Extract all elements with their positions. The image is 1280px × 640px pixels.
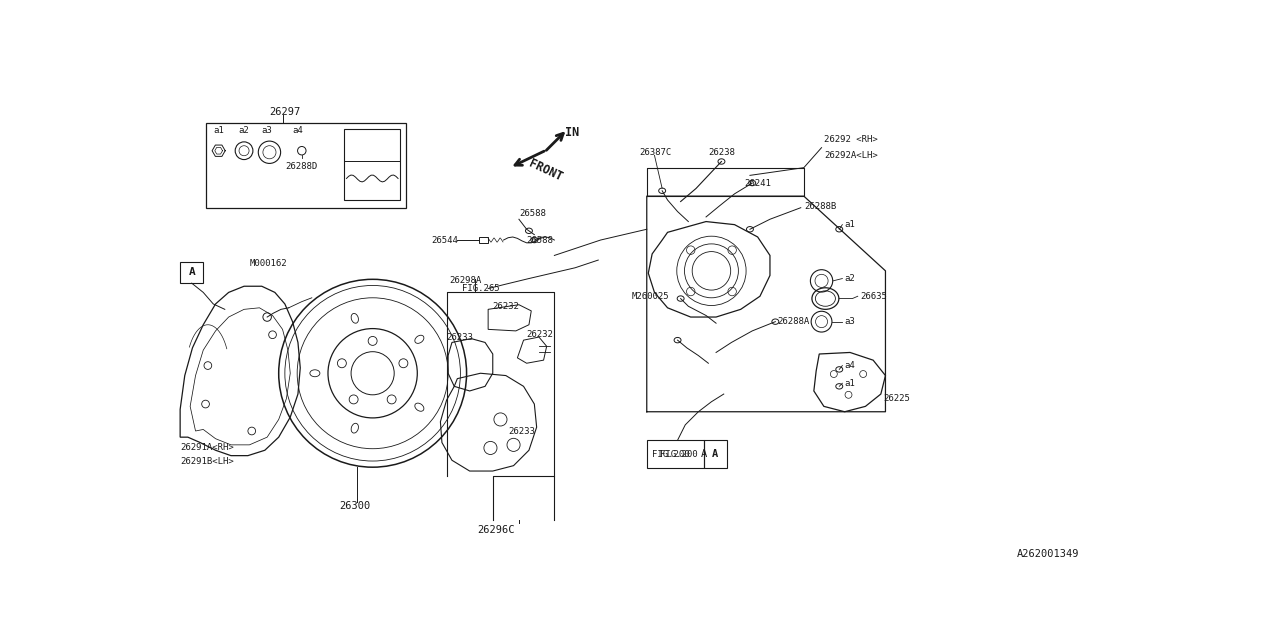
- Text: 26292 <RH>: 26292 <RH>: [824, 136, 878, 145]
- Text: A262001349: A262001349: [1016, 549, 1079, 559]
- Text: 26635: 26635: [860, 292, 887, 301]
- Text: 26288A: 26288A: [778, 317, 810, 326]
- Text: a1: a1: [845, 220, 855, 229]
- Text: FRONT: FRONT: [526, 157, 564, 184]
- Text: a3: a3: [262, 126, 273, 135]
- Text: a3: a3: [845, 317, 855, 326]
- Text: 26291A<RH>: 26291A<RH>: [180, 444, 234, 452]
- Text: 26588: 26588: [526, 236, 553, 244]
- Text: 26288D: 26288D: [285, 162, 317, 171]
- Text: A: A: [700, 449, 707, 459]
- Text: FIG.200: FIG.200: [652, 449, 690, 459]
- Text: a2: a2: [238, 126, 248, 135]
- Text: 26387C: 26387C: [639, 148, 671, 157]
- Text: 26288B: 26288B: [804, 202, 836, 211]
- Text: 26298A: 26298A: [449, 276, 481, 285]
- Text: A: A: [712, 449, 718, 459]
- Text: 26238: 26238: [708, 148, 735, 157]
- Text: 26292A<LH>: 26292A<LH>: [824, 151, 878, 160]
- Text: 26241: 26241: [745, 179, 772, 188]
- Text: a1: a1: [845, 379, 855, 388]
- Text: 26291B<LH>: 26291B<LH>: [180, 458, 234, 467]
- Text: 26233: 26233: [447, 333, 474, 342]
- Text: a4: a4: [293, 126, 303, 135]
- Text: 26232: 26232: [526, 330, 553, 339]
- Text: 26232: 26232: [493, 301, 520, 311]
- Text: FIG.265: FIG.265: [462, 284, 499, 293]
- Text: 26297: 26297: [270, 108, 301, 117]
- Text: IN: IN: [566, 125, 580, 139]
- Text: a1: a1: [214, 126, 224, 135]
- Text: A: A: [188, 268, 195, 277]
- Text: 26300: 26300: [339, 502, 370, 511]
- Text: a2: a2: [845, 274, 855, 283]
- Text: 26588: 26588: [518, 209, 545, 218]
- Text: 26233: 26233: [508, 426, 535, 435]
- Text: 26225: 26225: [883, 394, 910, 403]
- Text: M260025: M260025: [631, 292, 669, 301]
- Text: M000162: M000162: [250, 259, 287, 268]
- Text: 26544: 26544: [431, 236, 458, 244]
- Text: 26296C: 26296C: [477, 525, 515, 534]
- Text: a4: a4: [845, 361, 855, 370]
- Text: FIG.200: FIG.200: [660, 449, 698, 459]
